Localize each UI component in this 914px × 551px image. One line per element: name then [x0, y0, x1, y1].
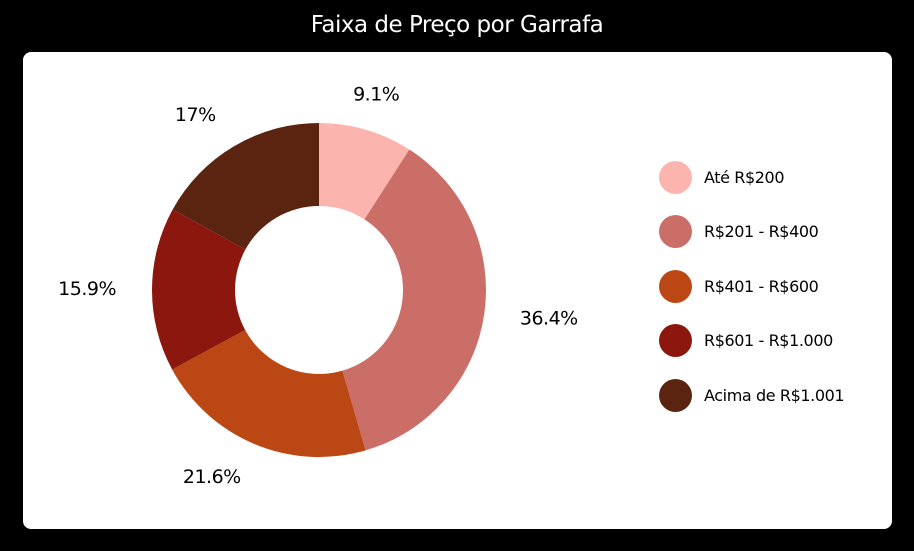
legend-swatch	[659, 160, 692, 194]
legend-label: R$401 - R$600	[704, 276, 819, 296]
legend-label: R$201 - R$400	[704, 222, 819, 241]
donut-slice[interactable]	[172, 330, 366, 457]
legend-label: Acima de R$1.001	[704, 385, 845, 405]
slice-value-label: 21.6%	[183, 466, 241, 488]
donut-chart: 9.1% 36.4% 21.6% 15.9% 17%	[58, 84, 578, 488]
donut-slice[interactable]	[172, 123, 319, 250]
slice-value-label: 36.4%	[520, 308, 578, 330]
donut-slice[interactable]	[342, 149, 486, 451]
chart-card: 9.1% 36.4% 21.6% 15.9% 17% Até R$200 R$201 -…	[23, 52, 892, 529]
slice-value-label: 15.9%	[58, 278, 116, 300]
legend-item-ate-200[interactable]: Até R$200	[659, 159, 879, 195]
donut-slice[interactable]	[319, 123, 410, 220]
legend-swatch	[659, 269, 692, 303]
legend-label: Até R$200	[704, 167, 785, 187]
legend-swatch	[659, 378, 692, 412]
legend-item-401-600[interactable]: R$401 - R$600	[659, 268, 879, 304]
donut-slice[interactable]	[152, 209, 246, 370]
chart-legend: Até R$200 R$201 - R$400 R$401 - R$600 R$…	[659, 159, 879, 432]
chart-title: Faixa de Preço por Garrafa	[310, 12, 604, 38]
legend-label: R$601 - R$1.000	[704, 331, 833, 350]
slice-value-label: 9.1%	[353, 84, 399, 106]
legend-swatch	[659, 324, 692, 357]
legend-swatch	[659, 215, 692, 248]
legend-item-201-400[interactable]: R$201 - R$400	[659, 214, 879, 250]
legend-item-601-1000[interactable]: R$601 - R$1.000	[659, 323, 879, 359]
legend-item-acima-1001[interactable]: Acima de R$1.001	[659, 377, 879, 413]
slice-value-label: 17%	[175, 104, 216, 126]
